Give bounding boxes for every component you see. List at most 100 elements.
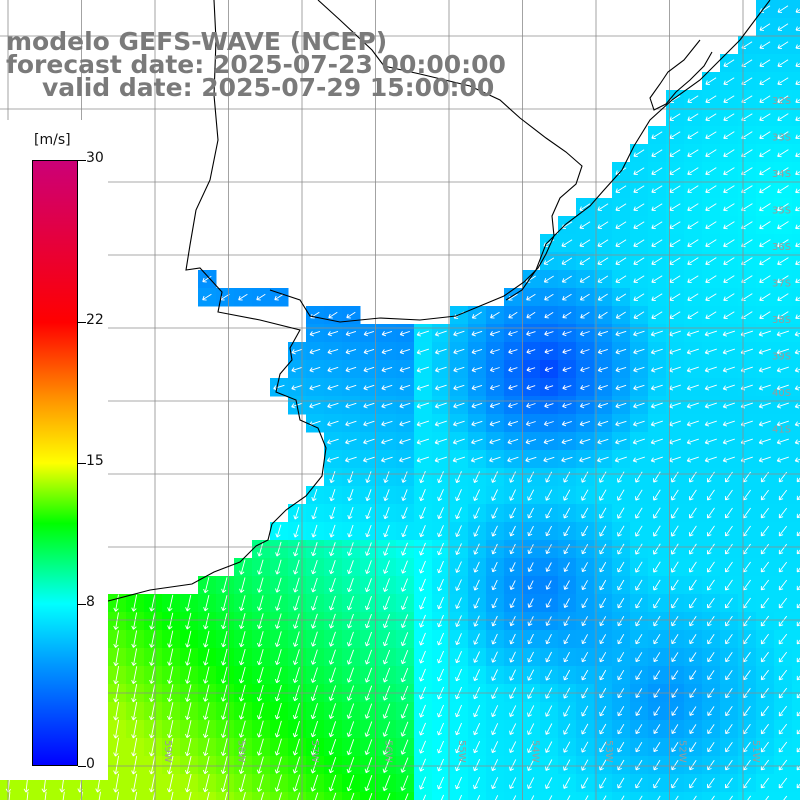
wind-cell: [342, 792, 361, 800]
wind-cell: [792, 108, 800, 127]
wind-arrow: [274, 649, 282, 666]
wind-arrow: [758, 384, 771, 391]
wind-arrow: [704, 330, 718, 337]
wind-arrow: [184, 755, 192, 775]
wind-arrow: [113, 630, 119, 648]
wind-arrow: [777, 59, 789, 67]
wind-arrow: [633, 203, 645, 211]
wind-arrow: [400, 614, 409, 628]
wind-arrow: [760, 669, 769, 681]
wind-arrow: [597, 384, 608, 391]
wind-arrow: [597, 203, 609, 211]
wind-arrow: [274, 720, 282, 738]
wind-arrow: [545, 669, 553, 681]
wind-arrow: [615, 275, 627, 283]
wind-arrow: [794, 403, 800, 409]
wind-arrow: [455, 471, 462, 484]
wind-arrow: [419, 471, 426, 484]
wind-arrow: [635, 706, 643, 717]
wind-arrow: [220, 720, 228, 738]
wind-arrow: [113, 612, 119, 630]
wind-arrow: [650, 438, 663, 445]
wind-arrow: [686, 330, 700, 337]
wind-arrow: [437, 471, 444, 484]
wind-arrow: [309, 384, 321, 391]
wind-arrow: [363, 366, 375, 373]
wind-cell: [792, 180, 800, 199]
wind-cell: [198, 792, 217, 800]
wind-arrow: [563, 507, 571, 519]
wind-arrow: [597, 221, 609, 229]
wind-arrow: [795, 260, 800, 266]
wind-arrow: [689, 777, 697, 789]
wind-arrow: [274, 756, 282, 774]
wind-cell: [792, 774, 800, 793]
wind-arrow: [581, 651, 589, 663]
wind-arrow: [758, 330, 772, 337]
wind-arrow: [382, 631, 391, 647]
wind-arrow: [437, 596, 444, 610]
wind-arrow: [131, 666, 138, 685]
wind-arrow: [687, 149, 699, 158]
wind-arrow: [562, 366, 572, 373]
wind-arrow: [778, 597, 788, 609]
wind-arrow: [561, 456, 573, 463]
wind-arrow: [113, 719, 120, 739]
wind-arrow: [669, 167, 681, 176]
wind-arrow: [778, 579, 788, 591]
wind-arrow: [759, 221, 771, 230]
wind-arrow: [635, 777, 643, 789]
wind-arrow: [777, 113, 789, 122]
wind-arrow: [437, 632, 445, 646]
wind-arrow: [689, 742, 697, 753]
wind-arrow: [346, 631, 354, 647]
wind-arrow: [381, 366, 393, 373]
wind-arrow: [382, 775, 391, 792]
wind-arrow: [563, 633, 570, 645]
wind-arrow: [347, 471, 354, 484]
wind-arrow: [382, 739, 391, 755]
wind-arrow: [686, 438, 699, 445]
wind-cell: [720, 792, 739, 800]
wind-arrow: [473, 723, 481, 736]
wind-arrow: [203, 666, 210, 684]
wind-arrow: [633, 275, 645, 283]
wind-arrow: [675, 795, 679, 800]
wind-arrow: [400, 650, 409, 665]
wind-arrow: [549, 795, 553, 800]
wind-cell: [576, 792, 595, 800]
wind-arrow: [567, 795, 571, 800]
wind-arrow: [238, 666, 246, 684]
wind-arrow: [687, 95, 699, 103]
wind-arrow: [579, 275, 591, 283]
wind-arrow: [437, 542, 444, 556]
wind-arrow: [527, 741, 535, 754]
colorbar: [32, 160, 78, 766]
wind-arrow: [491, 777, 499, 790]
wind-arrow: [310, 738, 319, 756]
wind-arrow: [615, 257, 627, 265]
wind-arrow: [545, 616, 552, 627]
wind-arrow: [651, 149, 663, 157]
wind-arrow: [292, 756, 301, 774]
wind-arrow: [671, 652, 679, 663]
wind-arrow: [473, 669, 481, 682]
wind-arrow: [527, 705, 535, 717]
wind-arrow: [722, 384, 735, 391]
wind-arrow: [364, 757, 373, 774]
wind-arrow: [292, 738, 300, 756]
wind-arrow: [293, 559, 300, 575]
wind-arrow: [310, 595, 318, 611]
wind-arrow: [617, 759, 625, 771]
wind-arrow: [346, 739, 355, 756]
wind-arrow: [434, 438, 448, 445]
wind-arrow: [545, 633, 552, 645]
coastline-north: [269, 0, 583, 323]
wind-arrow: [723, 167, 735, 176]
wind-arrow: [419, 578, 426, 592]
latitude-label: 34S: [772, 169, 791, 180]
wind-arrow: [723, 59, 735, 67]
wind-arrow: [707, 615, 715, 627]
wind-arrow: [238, 293, 248, 301]
wind-cell: [360, 792, 379, 800]
